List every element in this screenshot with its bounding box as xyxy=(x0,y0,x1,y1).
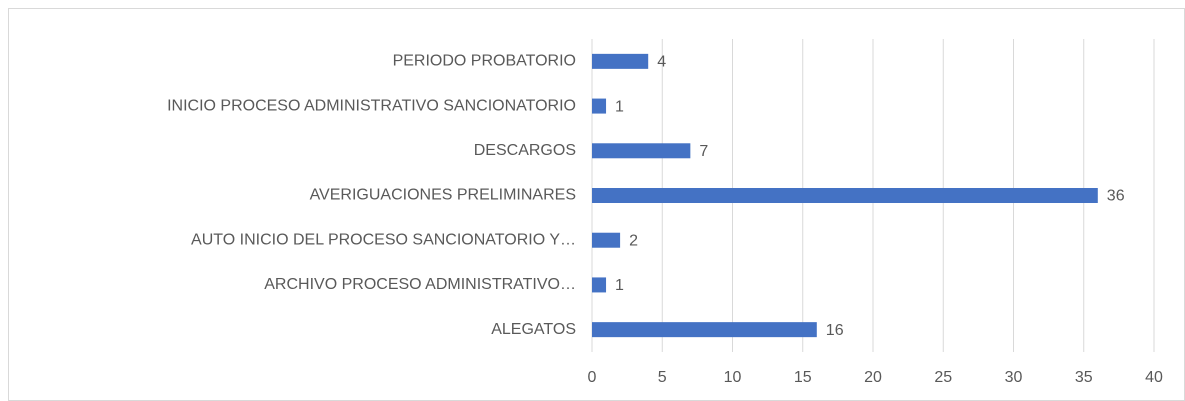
bar xyxy=(592,232,621,248)
y-tick-label: AVERIGUACIONES PRELIMINARES xyxy=(310,187,576,204)
bar xyxy=(592,188,1098,203)
value-label: 16 xyxy=(826,322,844,339)
y-tick-label: INICIO PROCESO ADMINISTRATIVO SANCIONATO… xyxy=(167,97,576,114)
y-tick-label: DESCARGOS xyxy=(474,142,576,159)
value-label: 2 xyxy=(629,232,638,249)
bar xyxy=(592,277,607,293)
y-tick-label: ALEGATOS xyxy=(491,321,576,338)
bar xyxy=(592,322,817,338)
value-label: 4 xyxy=(657,54,666,71)
y-tick-label: AUTO INICIO DEL PROCESO SANCIONATORIO Y… xyxy=(191,231,576,248)
x-tick-label: 40 xyxy=(1145,369,1163,386)
x-tick-label: 25 xyxy=(934,369,952,386)
value-label: 1 xyxy=(615,98,624,115)
bar xyxy=(592,53,649,69)
x-tick-label: 30 xyxy=(1005,369,1023,386)
bar xyxy=(592,143,691,159)
x-tick-label: 20 xyxy=(864,369,882,386)
value-label: 1 xyxy=(615,277,624,294)
y-tick-label: PERIODO PROBATORIO xyxy=(393,53,576,70)
bar xyxy=(592,98,607,114)
y-tick-label: ARCHIVO PROCESO ADMINISTRATIVO… xyxy=(264,276,576,293)
x-tick-label: 15 xyxy=(794,369,812,386)
value-label: 7 xyxy=(699,143,708,160)
value-label: 36 xyxy=(1107,188,1125,205)
x-tick-label: 10 xyxy=(724,369,742,386)
x-tick-label: 35 xyxy=(1075,369,1093,386)
x-tick-label: 0 xyxy=(588,369,597,386)
x-tick-label: 5 xyxy=(658,369,667,386)
